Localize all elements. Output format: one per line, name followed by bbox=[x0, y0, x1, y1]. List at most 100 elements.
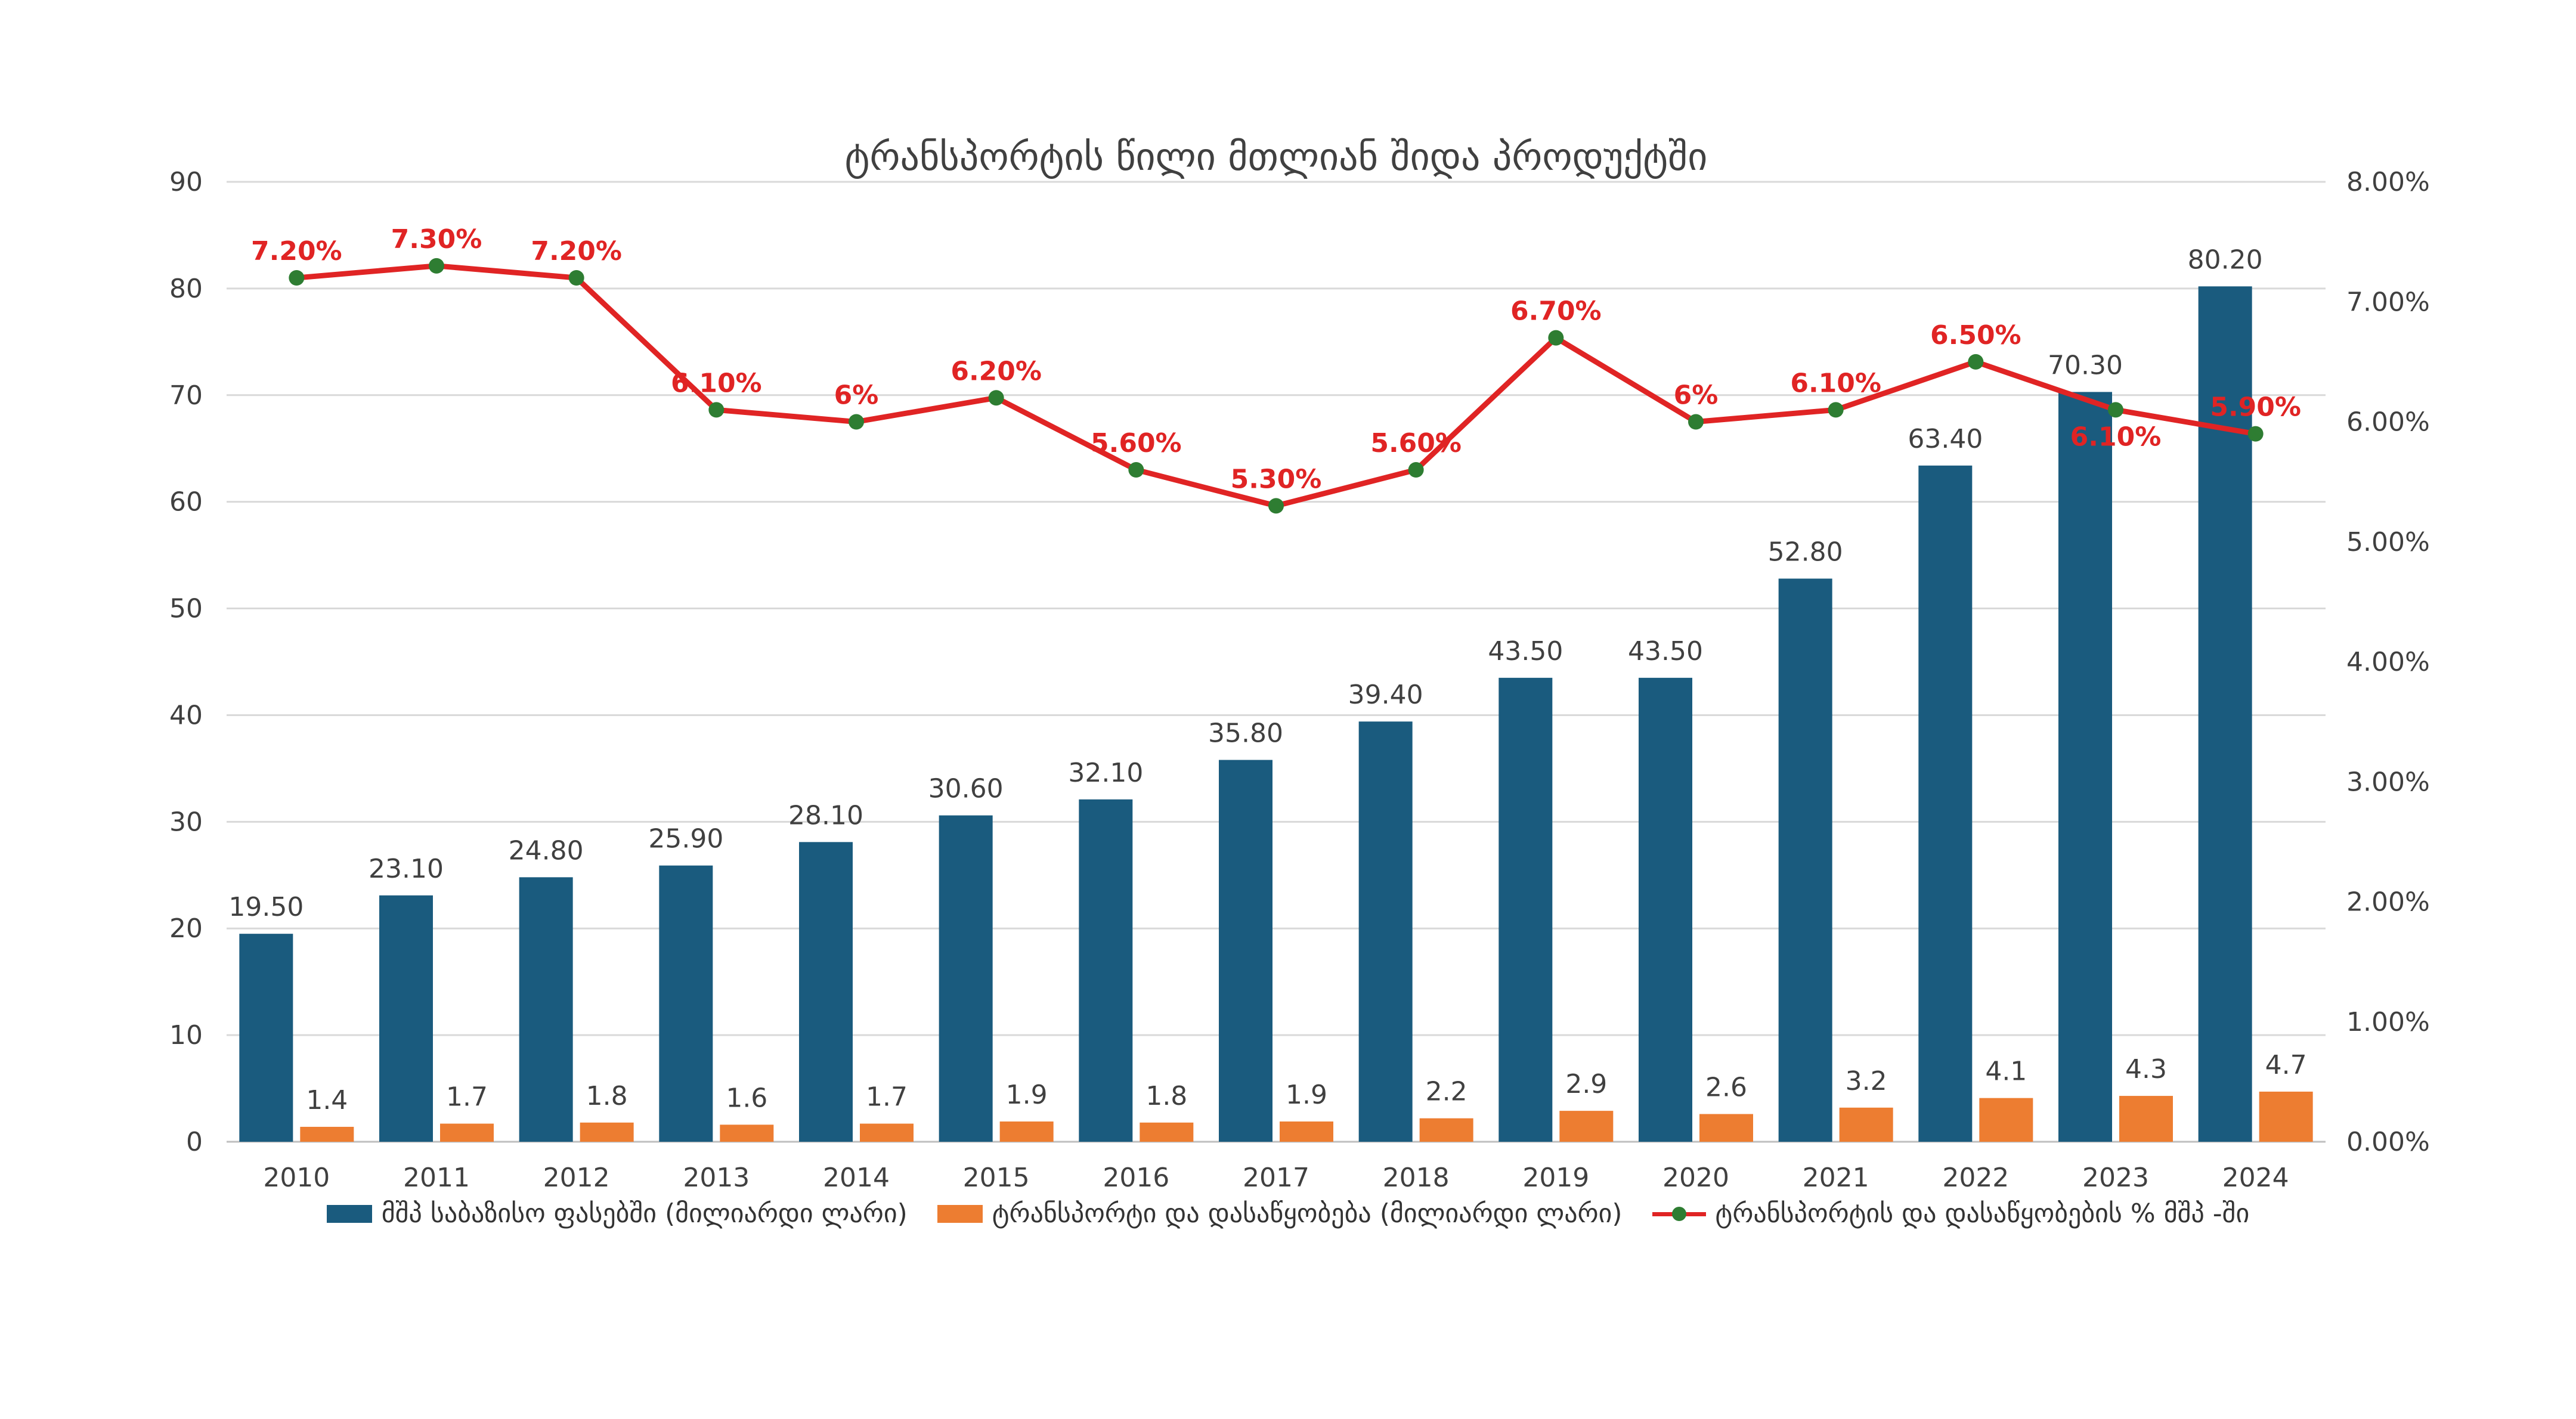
bar-transport bbox=[720, 1124, 774, 1142]
bar-transport bbox=[2259, 1091, 2313, 1142]
bar-transport-label: 4.1 bbox=[1985, 1056, 2027, 1087]
share-label: 7.20% bbox=[251, 236, 342, 267]
bar-gdp-label: 19.50 bbox=[228, 892, 304, 922]
bar-transport-label: 1.7 bbox=[866, 1082, 908, 1113]
bar-transport-label: 1.4 bbox=[306, 1085, 348, 1116]
bar-gdp-label: 32.10 bbox=[1068, 758, 1143, 788]
share-marker bbox=[988, 390, 1004, 406]
bar-transport-label: 2.2 bbox=[1426, 1077, 1467, 1107]
x-tick-label: 2018 bbox=[1383, 1163, 1450, 1193]
share-label: 5.30% bbox=[1231, 464, 1322, 494]
x-tick-label: 2017 bbox=[1243, 1163, 1309, 1193]
y-right-tick-label: 5.00% bbox=[2346, 527, 2430, 557]
bar-transport bbox=[1419, 1118, 1473, 1142]
share-label: 5.60% bbox=[1370, 428, 1462, 458]
bar-gdp bbox=[799, 842, 853, 1142]
share-marker bbox=[2108, 402, 2123, 418]
bar-gdp bbox=[1219, 760, 1272, 1142]
y-left-tick-label: 10 bbox=[169, 1020, 203, 1051]
legend-label-transport: ტრანსპორტი და დასაწყობება (მილიარდი ლარი… bbox=[992, 1198, 1623, 1229]
share-label: 6.50% bbox=[1930, 320, 2021, 351]
bar-gdp bbox=[379, 895, 433, 1142]
bar-gdp bbox=[1639, 677, 1692, 1142]
bar-transport bbox=[580, 1122, 634, 1142]
share-label: 7.30% bbox=[391, 224, 482, 255]
bar-transport bbox=[1979, 1098, 2033, 1142]
bar-gdp-label: 30.60 bbox=[928, 774, 1004, 804]
bar-transport-label: 1.6 bbox=[726, 1083, 767, 1113]
bar-transport bbox=[1559, 1111, 1614, 1142]
y-left-tick-label: 30 bbox=[169, 807, 203, 837]
x-tick-label: 2022 bbox=[1942, 1163, 2009, 1193]
y-right-tick-label: 3.00% bbox=[2346, 767, 2430, 797]
bar-gdp-label: 52.80 bbox=[1768, 537, 1843, 567]
share-marker bbox=[429, 258, 444, 274]
y-right-tick-label: 6.00% bbox=[2346, 407, 2430, 438]
legend-label-gdp: მშპ საბაზისო ფასებში (მილიარდი ლარი) bbox=[381, 1198, 908, 1229]
legend-item-transport: ტრანსპორტი და დასაწყობება (მილიარდი ლარი… bbox=[937, 1198, 1623, 1229]
bar-gdp bbox=[939, 815, 993, 1142]
share-label: 7.20% bbox=[531, 236, 622, 267]
bar-gdp-label: 25.90 bbox=[648, 824, 723, 854]
y-left-tick-label: 60 bbox=[169, 487, 203, 518]
share-marker bbox=[2247, 426, 2264, 442]
y-left-tick-label: 70 bbox=[169, 380, 203, 411]
bar-gdp-label: 80.20 bbox=[2188, 244, 2263, 275]
share-label: 6.20% bbox=[950, 356, 1042, 386]
share-marker bbox=[1688, 414, 1704, 430]
bar-gdp bbox=[1358, 721, 1413, 1142]
legend-swatch-share bbox=[1652, 1205, 1706, 1223]
x-tick-label: 2024 bbox=[2222, 1163, 2289, 1193]
share-marker bbox=[849, 414, 864, 430]
bar-transport-label: 4.3 bbox=[2125, 1054, 2167, 1085]
legend-item-share: ტრანსპორტის და დასაწყობების % მშპ -ში bbox=[1652, 1198, 2250, 1229]
x-tick-label: 2016 bbox=[1103, 1163, 1169, 1193]
bar-transport bbox=[860, 1123, 914, 1142]
bar-gdp-label: 23.10 bbox=[369, 854, 444, 884]
share-label: 6.10% bbox=[671, 368, 762, 398]
y-left-tick-label: 50 bbox=[169, 594, 203, 624]
bar-gdp bbox=[1079, 799, 1133, 1142]
y-right-tick-label: 0.00% bbox=[2346, 1127, 2430, 1157]
share-marker bbox=[1128, 462, 1144, 478]
bar-gdp bbox=[1778, 578, 1832, 1142]
bar-transport bbox=[1699, 1114, 1753, 1142]
x-tick-label: 2023 bbox=[2082, 1163, 2149, 1193]
bar-gdp-label: 39.40 bbox=[1348, 680, 1423, 710]
bar-gdp bbox=[1498, 677, 1553, 1142]
bar-gdp bbox=[2058, 392, 2112, 1142]
bar-gdp-label: 63.40 bbox=[1908, 424, 1983, 454]
share-marker bbox=[568, 270, 584, 286]
x-tick-label: 2012 bbox=[543, 1163, 610, 1193]
bar-transport-label: 2.6 bbox=[1705, 1072, 1747, 1102]
bar-transport-label: 1.7 bbox=[446, 1082, 488, 1113]
share-label: 5.60% bbox=[1091, 428, 1182, 458]
legend-label-share: ტრანსპორტის და დასაწყობების % მშპ -ში bbox=[1715, 1198, 2250, 1229]
bar-transport-label: 4.7 bbox=[2265, 1050, 2307, 1080]
bar-gdp-label: 70.30 bbox=[2048, 350, 2123, 380]
legend-swatch-transport bbox=[937, 1204, 983, 1223]
bar-transport bbox=[1839, 1107, 1893, 1142]
legend-swatch-gdp bbox=[326, 1204, 372, 1223]
share-label: 6% bbox=[1674, 380, 1719, 411]
bar-gdp-label: 35.80 bbox=[1208, 718, 1283, 749]
bar-transport-label: 1.8 bbox=[1145, 1081, 1187, 1111]
bar-gdp bbox=[659, 865, 713, 1142]
x-tick-label: 2010 bbox=[263, 1163, 330, 1193]
bar-gdp-label: 24.80 bbox=[509, 835, 584, 866]
y-left-tick-label: 40 bbox=[169, 700, 203, 730]
share-label: 6.10% bbox=[2070, 422, 2162, 452]
bar-gdp-label: 43.50 bbox=[1628, 636, 1703, 667]
share-label: 6.10% bbox=[1790, 368, 1881, 398]
bar-transport bbox=[300, 1126, 354, 1142]
share-marker bbox=[1548, 330, 1564, 346]
y-right-tick-label: 4.00% bbox=[2346, 647, 2430, 677]
bar-gdp-label: 43.50 bbox=[1488, 636, 1563, 667]
bar-transport bbox=[2119, 1096, 2173, 1142]
x-tick-label: 2013 bbox=[683, 1163, 750, 1193]
bar-transport-label: 2.9 bbox=[1565, 1069, 1607, 1099]
y-left-tick-label: 80 bbox=[169, 274, 203, 304]
share-marker bbox=[1968, 354, 1984, 370]
